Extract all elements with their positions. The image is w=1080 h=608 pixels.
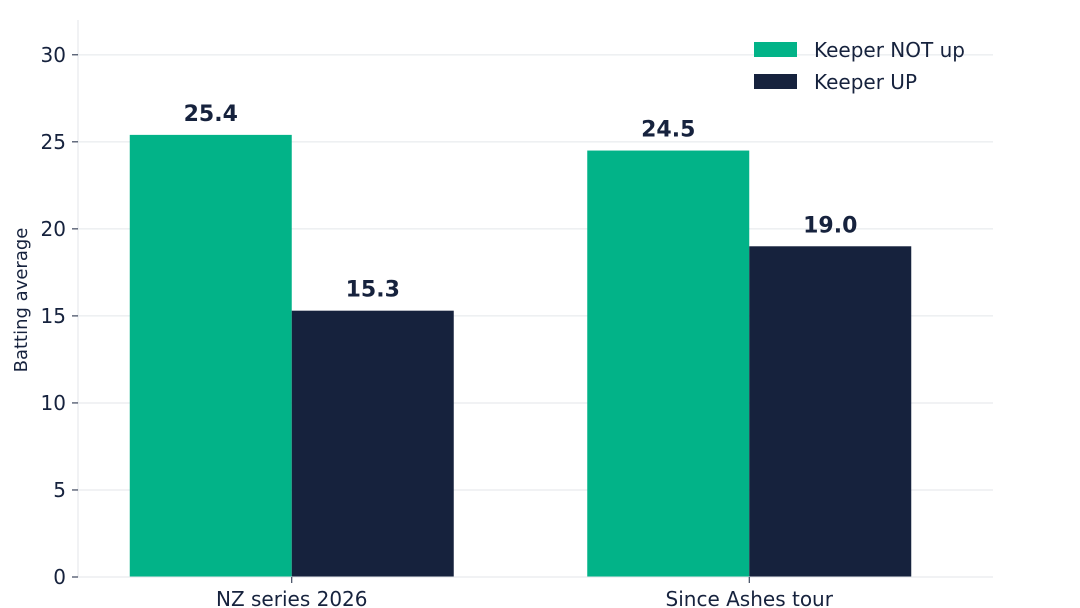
legend: Keeper NOT up Keeper UP bbox=[754, 38, 965, 94]
x-tick-label: Since Ashes tour bbox=[666, 587, 834, 608]
y-tick-label: 20 bbox=[41, 217, 66, 241]
y-tick-label: 5 bbox=[53, 478, 66, 502]
axes bbox=[77, 20, 993, 578]
bar bbox=[291, 310, 454, 577]
y-tick-label: 0 bbox=[53, 565, 66, 589]
bar-value-label: 19.0 bbox=[803, 213, 857, 238]
bar bbox=[129, 134, 292, 577]
legend-swatch bbox=[754, 42, 797, 57]
bar bbox=[749, 246, 912, 577]
y-tick-label: 10 bbox=[41, 391, 66, 415]
y-tick-label: 15 bbox=[41, 304, 66, 328]
bar-value-label: 24.5 bbox=[641, 118, 695, 143]
data-labels: 25.4 15.3 24.5 19.0 bbox=[184, 102, 858, 303]
y-tick-label: 30 bbox=[41, 43, 66, 67]
y-tick-label: 25 bbox=[41, 130, 66, 154]
legend-label: Keeper NOT up bbox=[814, 38, 965, 62]
bar-value-label: 15.3 bbox=[346, 278, 400, 303]
bar bbox=[587, 150, 750, 577]
legend-swatch bbox=[754, 74, 797, 89]
bar-value-label: 25.4 bbox=[184, 102, 238, 127]
x-tick-label: NZ series 2026 bbox=[216, 587, 368, 608]
y-axis-title: Batting average bbox=[11, 228, 32, 373]
bars bbox=[129, 134, 912, 577]
legend-label: Keeper UP bbox=[814, 70, 917, 94]
ticks: 0 5 10 15 20 25 30 NZ series 2026 Since Ashes to… bbox=[41, 43, 834, 608]
